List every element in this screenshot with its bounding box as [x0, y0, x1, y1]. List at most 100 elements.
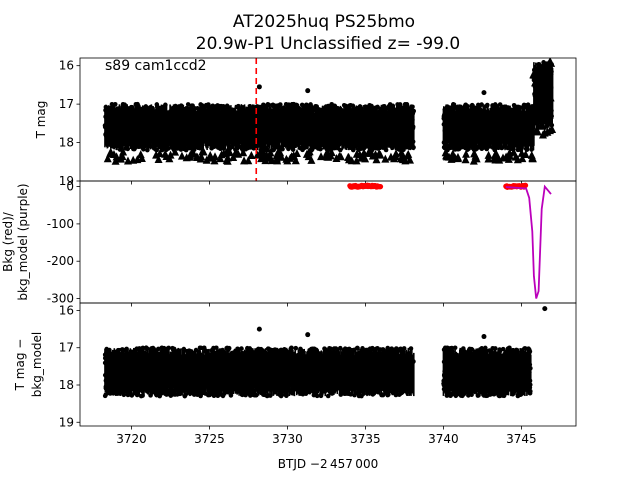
- top-point: [520, 120, 526, 126]
- top-point: [293, 109, 299, 115]
- top-limit-marker: [545, 58, 556, 67]
- top-point: [367, 104, 372, 109]
- top-point: [516, 117, 521, 122]
- top-limit-marker: [186, 150, 195, 159]
- figure-title-line1: AT2025huq PS25bmo: [233, 12, 415, 32]
- top-point: [133, 141, 139, 146]
- top-point: [251, 145, 256, 151]
- top-point: [460, 134, 465, 140]
- top-point: [245, 110, 251, 116]
- top-point: [193, 137, 198, 142]
- top-point: [320, 124, 325, 129]
- top-point: [494, 121, 500, 127]
- top-point: [474, 105, 480, 111]
- top-point: [184, 135, 190, 140]
- top-point: [479, 146, 485, 151]
- top-point: [398, 119, 403, 124]
- top-point: [472, 131, 478, 137]
- top-limit-marker: [154, 155, 163, 164]
- top-point: [329, 102, 334, 107]
- top-limit-marker: [291, 156, 300, 165]
- top-point: [508, 136, 513, 142]
- top-point: [223, 139, 229, 144]
- top-point: [213, 118, 218, 124]
- top-point: [117, 122, 122, 128]
- top-point: [226, 112, 231, 117]
- top-point: [177, 119, 183, 125]
- top-limit-marker: [165, 154, 174, 163]
- top-point: [183, 130, 188, 136]
- top-point: [297, 138, 302, 143]
- top-point: [451, 127, 456, 133]
- top-limit-marker: [199, 147, 208, 156]
- top-point: [360, 131, 365, 136]
- top-point: [474, 138, 480, 143]
- top-point: [442, 128, 448, 133]
- top-point: [487, 123, 492, 128]
- top-point: [243, 135, 249, 141]
- top-point: [511, 133, 517, 139]
- top-point: [487, 136, 493, 141]
- top-point: [410, 139, 416, 144]
- top-point: [125, 146, 131, 152]
- top-point: [392, 134, 398, 139]
- top-point: [291, 114, 297, 120]
- top-point: [323, 121, 328, 126]
- top-point: [163, 102, 168, 108]
- top-limit-marker: [332, 154, 341, 163]
- top-point: [369, 125, 374, 131]
- top-point: [515, 105, 521, 111]
- top-point: [270, 120, 276, 126]
- top-point: [322, 105, 328, 111]
- background-ylabel-line1: Bkg (red)/: [1, 211, 15, 272]
- top-limit-marker: [505, 148, 514, 157]
- top-point: [459, 119, 465, 124]
- background-axes: 0 -100 -200 -300: [47, 180, 577, 307]
- top-point: [346, 140, 352, 146]
- top-limit-marker: [538, 130, 547, 139]
- top-point: [208, 122, 214, 128]
- top-point: [305, 118, 311, 124]
- top-segment-2: [529, 58, 557, 139]
- top-limit-marker: [529, 100, 540, 111]
- top-point: [442, 117, 448, 123]
- top-point: [530, 125, 536, 131]
- top-point: [303, 135, 309, 141]
- top-point: [258, 124, 264, 130]
- top-point: [288, 133, 293, 139]
- top-point: [158, 137, 164, 142]
- top-point: [171, 135, 177, 140]
- top-point: [466, 120, 471, 126]
- top-point: [283, 142, 289, 148]
- top-point: [386, 135, 391, 140]
- top-point: [306, 126, 312, 132]
- top-point: [549, 122, 555, 128]
- top-point: [336, 131, 342, 137]
- bottom-point: [144, 352, 150, 357]
- top-limit-marker: [502, 152, 511, 161]
- bottom-point: [365, 351, 371, 357]
- top-point: [110, 109, 115, 115]
- top-point: [247, 142, 252, 147]
- top-point: [318, 113, 323, 118]
- top-point: [124, 112, 130, 118]
- top-point: [508, 108, 514, 114]
- top-point: [159, 122, 164, 128]
- top-point: [324, 135, 329, 141]
- top-limit-marker: [105, 149, 114, 158]
- top-limit-marker: [364, 147, 373, 156]
- top-point: [464, 145, 469, 151]
- top-point: [333, 117, 339, 123]
- sector-camera-annotation: s89 cam1ccd2: [105, 58, 207, 74]
- top-point: [165, 146, 170, 151]
- top-point: [267, 122, 272, 127]
- bottom-point: [352, 392, 357, 398]
- top-point: [218, 138, 224, 144]
- top-point: [263, 121, 269, 127]
- bottom-point: [140, 393, 145, 398]
- top-point: [202, 120, 207, 126]
- top-point: [499, 122, 504, 128]
- top-point: [372, 105, 378, 111]
- top-point: [408, 134, 414, 140]
